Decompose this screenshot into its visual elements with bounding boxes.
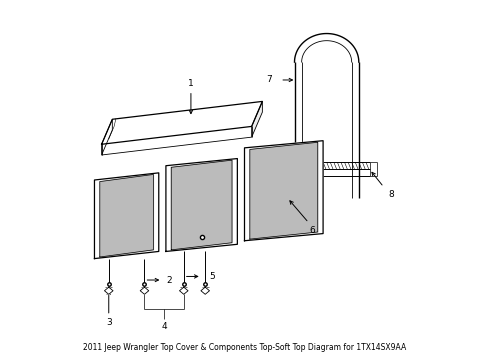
Text: 8: 8 (387, 190, 393, 199)
Text: 1: 1 (188, 79, 193, 88)
Text: 6: 6 (309, 225, 315, 234)
Text: 4: 4 (161, 322, 166, 331)
Text: 9: 9 (277, 225, 283, 234)
Polygon shape (269, 191, 290, 205)
Text: 5: 5 (209, 272, 215, 281)
Polygon shape (94, 173, 159, 258)
Polygon shape (102, 119, 112, 155)
Polygon shape (104, 287, 113, 294)
Polygon shape (179, 287, 188, 294)
Polygon shape (165, 158, 237, 251)
Polygon shape (100, 175, 153, 257)
Text: 2: 2 (166, 275, 172, 284)
Polygon shape (251, 102, 262, 137)
Polygon shape (171, 160, 231, 250)
Text: 3: 3 (106, 318, 111, 327)
Polygon shape (102, 102, 262, 144)
Text: 2011 Jeep Wrangler Top Cover & Components Top-Soft Top Diagram for 1TX14SX9AA: 2011 Jeep Wrangler Top Cover & Component… (82, 343, 406, 352)
Polygon shape (201, 287, 209, 294)
Polygon shape (244, 141, 323, 241)
Text: 7: 7 (266, 76, 272, 85)
Polygon shape (249, 142, 317, 239)
Polygon shape (140, 287, 148, 294)
